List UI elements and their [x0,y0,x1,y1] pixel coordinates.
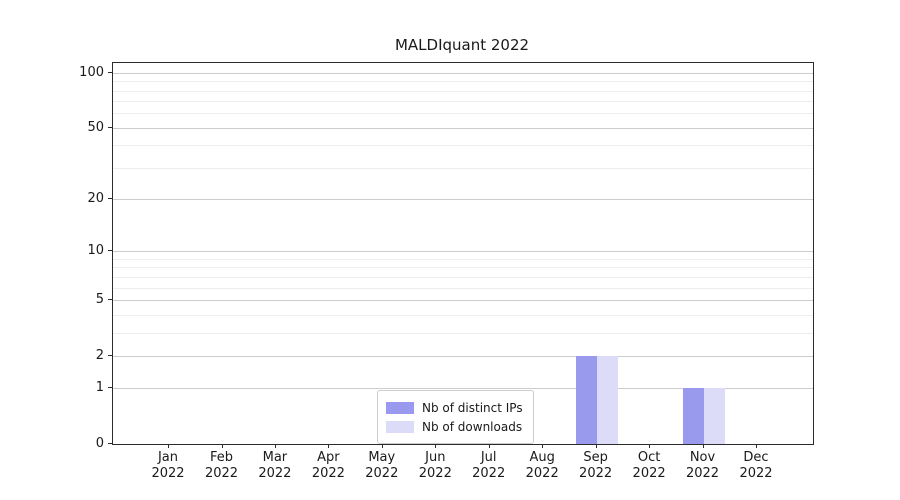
bar-nb-of-distinct-ips-sep-2022 [575,355,597,444]
x-tick-mark [221,444,223,448]
y-tick-mark [108,198,112,200]
legend: Nb of distinct IPs Nb of downloads [377,390,534,444]
y-tick-label: 20 [87,191,104,207]
y-tick-label: 0 [95,436,104,451]
y-tick-label: 1 [95,380,104,396]
x-tick-label: Nov 2022 [685,450,720,481]
x-tick-label: Feb 2022 [204,450,239,481]
x-tick-label: Aug 2022 [525,450,559,481]
x-tick-mark [649,444,651,448]
gridline-minor [113,276,813,278]
gridline-minor [113,314,813,316]
x-tick-label: Dec 2022 [739,450,773,481]
gridline-major [113,299,813,301]
x-tick-label: Jun 2022 [418,450,452,481]
gridline-minor [113,113,813,115]
x-tick-mark [542,444,544,448]
gridline-minor [113,332,813,334]
x-tick-mark [702,444,704,448]
bar-nb-of-downloads-sep-2022 [596,355,618,444]
x-tick-mark [381,444,383,448]
gridline-major [113,251,813,253]
legend-item-distinct-ips: Nb of distinct IPs [386,398,523,417]
x-tick-label: May 2022 [365,450,399,481]
gridline-minor [113,167,813,169]
x-tick-label: Oct 2022 [632,450,666,481]
gridline-major [113,388,813,390]
y-tick-mark [108,126,112,128]
gridline-minor [113,287,813,289]
gridline-major [113,355,813,357]
x-tick-mark [328,444,330,448]
y-tick-label: 5 [95,291,104,307]
x-tick-label: Jan 2022 [151,450,185,481]
y-tick-mark [108,354,112,356]
gridline-minor [113,90,813,92]
x-tick-mark [595,444,597,448]
x-tick-mark [488,444,490,448]
y-tick-label: 100 [79,64,104,80]
plot-area [112,62,814,445]
gridline-minor [113,81,813,83]
y-tick-label: 2 [95,347,104,363]
bar-nb-of-downloads-nov-2022 [703,388,725,444]
gridline-major [113,72,813,74]
gridline-minor [113,267,813,269]
gridline-major [113,199,813,201]
x-tick-label: Sep 2022 [579,450,613,481]
legend-label-downloads: Nb of downloads [422,419,523,434]
x-tick-mark [435,444,437,448]
gridline-minor [113,145,813,147]
x-tick-label: Mar 2022 [258,450,292,481]
legend-swatch-distinct-ips [386,401,414,414]
legend-label-distinct-ips: Nb of distinct IPs [422,400,523,415]
chart-title: MALDIquant 2022 [394,36,530,54]
y-tick-mark [108,298,112,300]
y-tick-label: 10 [87,243,104,259]
gridline-major [113,127,813,129]
y-tick-mark [108,443,112,444]
y-tick-mark [108,387,112,389]
gridline-minor [113,101,813,103]
x-tick-label: Apr 2022 [311,450,345,481]
x-tick-mark [274,444,276,448]
bar-nb-of-distinct-ips-nov-2022 [682,388,704,444]
gridline-minor [113,258,813,260]
y-tick-label: 50 [87,119,104,135]
y-tick-mark [108,250,112,252]
y-tick-mark [108,71,112,73]
legend-item-downloads: Nb of downloads [386,417,523,436]
x-tick-label: Jul 2022 [472,450,506,481]
x-tick-mark [168,444,169,448]
legend-swatch-downloads [386,420,414,433]
x-tick-mark [756,444,757,448]
